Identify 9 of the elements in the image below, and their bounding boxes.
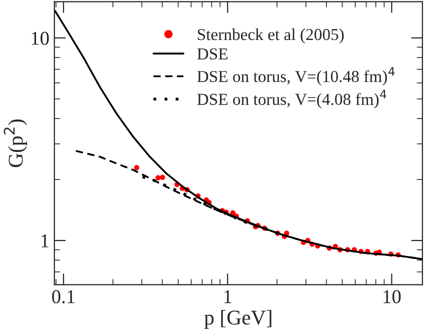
x-tick-label: 10 [384,290,401,304]
x-tick-label: 1 [224,290,232,304]
legend-label: DSE on torus, V=(4.08 fm)$^{4}$ [197,90,386,108]
x-tick-label: 0.1 [52,290,74,304]
y-axis-title: G(p$^{2}$) [4,120,28,168]
legend-label: Sternbeck et al (2005) [198,28,344,44]
legend-label: DSE on torus, V=(10.48 fm)$^{4}$ [197,67,395,86]
x-axis-title: p [GeV] [204,310,272,329]
legend-label: DSE [197,48,228,60]
